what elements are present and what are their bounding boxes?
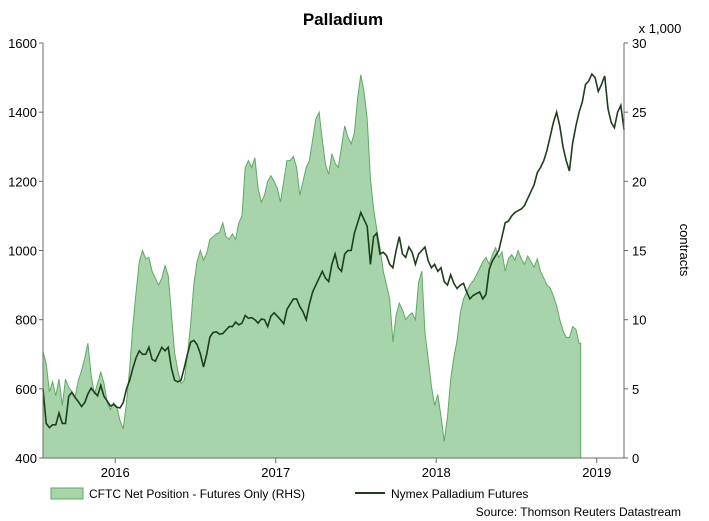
right-tick-label: 15 bbox=[632, 244, 646, 259]
right-tick-label: 5 bbox=[632, 382, 639, 397]
left-tick-label: 1400 bbox=[8, 105, 37, 120]
left-tick-label: 800 bbox=[15, 313, 37, 328]
legend-area-swatch bbox=[50, 487, 84, 500]
legend-label-nymex: Nymex Palladium Futures bbox=[391, 487, 528, 501]
right-tick-label: 30 bbox=[632, 36, 646, 51]
left-tick-label: 1200 bbox=[8, 174, 37, 189]
right-tick-label: 0 bbox=[632, 451, 639, 466]
plot-area bbox=[42, 72, 625, 459]
left-tick-label: 1600 bbox=[8, 36, 37, 51]
left-tick-label: 400 bbox=[15, 451, 37, 466]
legend-label-cftc: CFTC Net Position - Futures Only (RHS) bbox=[89, 487, 305, 501]
right-axis-multiplier: x 1,000 bbox=[639, 21, 682, 36]
right-axis-label: contracts bbox=[677, 224, 692, 277]
right-tick-label: 25 bbox=[632, 105, 646, 120]
left-tick-label: 600 bbox=[15, 382, 37, 397]
right-tick-label: 20 bbox=[632, 174, 646, 189]
source-note: Source: Thomson Reuters Datastream bbox=[476, 505, 681, 519]
left-axis-ticks: 400 600 800 1000 1200 1400 1600 bbox=[8, 36, 43, 466]
right-tick-label: 10 bbox=[632, 313, 646, 328]
x-tick-label: 2016 bbox=[101, 465, 130, 480]
x-tick-label: 2017 bbox=[261, 465, 290, 480]
chart-title: Palladium bbox=[303, 10, 383, 29]
x-tick-label: 2019 bbox=[582, 465, 611, 480]
x-axis-ticks: 2016 2017 2018 2019 bbox=[101, 458, 611, 480]
x-tick-label: 2018 bbox=[422, 465, 451, 480]
legend: CFTC Net Position - Futures Only (RHS) N… bbox=[50, 487, 528, 501]
nymex-palladium-line bbox=[42, 72, 625, 429]
left-tick-label: 1000 bbox=[8, 244, 37, 259]
right-axis-ticks: 0 5 10 15 20 25 30 bbox=[624, 36, 646, 466]
